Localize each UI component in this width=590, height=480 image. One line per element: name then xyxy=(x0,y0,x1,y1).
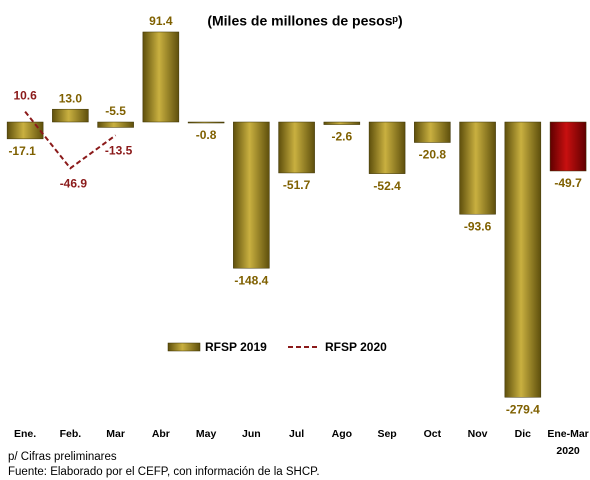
bar xyxy=(233,121,270,269)
bar xyxy=(549,121,587,172)
value-label: -5.5 xyxy=(105,104,126,118)
x-tick-label: Jul xyxy=(289,428,304,440)
x-tick-label: Nov xyxy=(468,428,488,440)
line xyxy=(24,110,117,170)
x-tick-label: Dic xyxy=(515,428,532,440)
value-label: -20.8 xyxy=(419,148,447,162)
x-tick-label: Mar xyxy=(106,428,125,440)
bar xyxy=(52,108,89,123)
value-label: -49.7 xyxy=(554,176,582,190)
bar xyxy=(323,121,361,125)
legend-label: RFSP 2019 xyxy=(205,340,267,354)
bar xyxy=(459,121,496,215)
legend-label: RFSP 2020 xyxy=(325,340,387,354)
x-tick-label: Abr xyxy=(152,428,170,440)
bar xyxy=(6,121,44,140)
bar xyxy=(142,31,180,123)
x-tick-label: Feb. xyxy=(60,428,82,440)
footnote: Fuente: Elaborado por el CEFP, con infor… xyxy=(8,466,320,478)
x-tick-label: Sep xyxy=(377,428,396,440)
bar xyxy=(414,121,451,143)
value-label: -13.5 xyxy=(105,143,133,157)
bar xyxy=(368,121,406,174)
bar xyxy=(187,121,225,124)
value-label: 10.6 xyxy=(13,89,37,103)
legend-swatch xyxy=(167,342,201,352)
value-label: -93.6 xyxy=(464,219,492,233)
x-tick-label: Jun xyxy=(242,428,261,440)
x-tick-label: Oct xyxy=(424,428,442,440)
chart-title: (Miles de millones de pesosᵖ) xyxy=(207,13,402,29)
value-label: -17.1 xyxy=(8,144,36,158)
value-label: -46.9 xyxy=(60,176,88,190)
value-label: -2.6 xyxy=(332,130,353,144)
x-tick-label: Ago xyxy=(332,428,352,440)
x-tick-label: May xyxy=(196,428,217,440)
value-label: 91.4 xyxy=(149,14,173,28)
footnote: p/ Cifras preliminares xyxy=(8,451,117,463)
bar xyxy=(97,121,134,128)
value-label: -52.4 xyxy=(373,179,401,193)
value-label: -279.4 xyxy=(506,402,540,416)
bar xyxy=(278,121,315,174)
value-label: 13.0 xyxy=(59,91,83,105)
value-label: -51.7 xyxy=(283,178,311,192)
value-label: -148.4 xyxy=(234,273,268,287)
value-label: -0.8 xyxy=(196,128,217,142)
x-tick-label: Ene. xyxy=(14,428,36,440)
bar xyxy=(504,121,542,398)
x-tick-label: Ene-Mar 2020 xyxy=(547,428,588,457)
